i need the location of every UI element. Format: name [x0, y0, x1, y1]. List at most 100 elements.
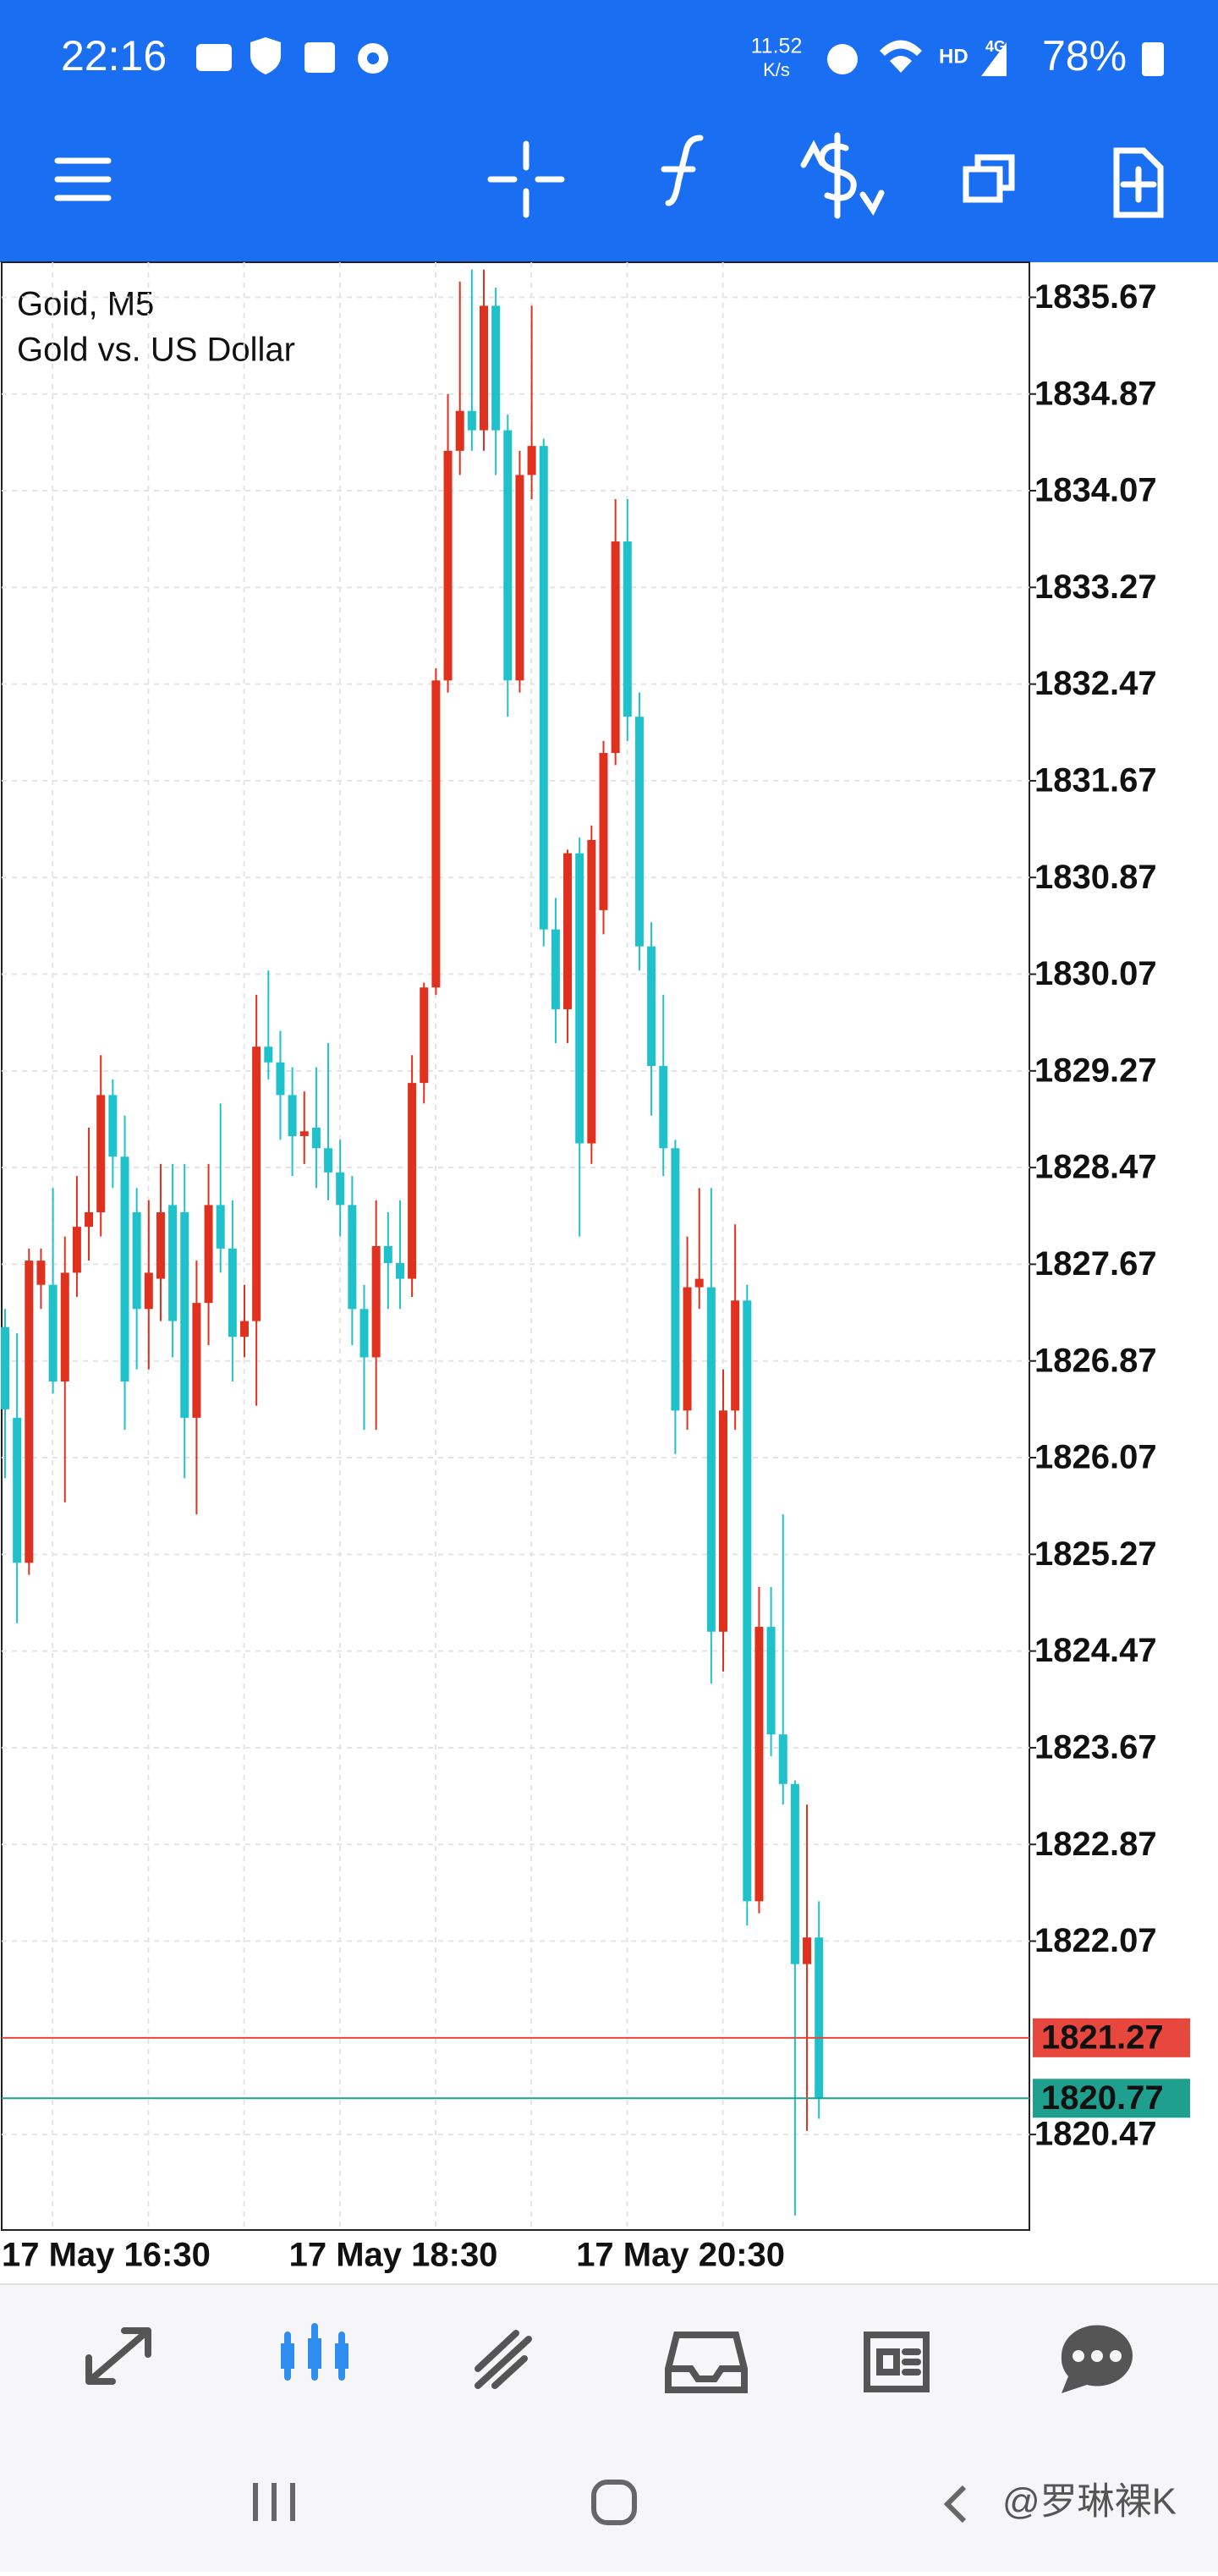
y-tick-label: 1829.27	[1034, 1052, 1157, 1089]
trade-tab[interactable]	[475, 2330, 532, 2389]
price-label: 1820.77	[1041, 2079, 1164, 2117]
recents-button[interactable]	[253, 2483, 295, 2521]
y-tick-label: 1820.47	[1034, 2116, 1157, 2153]
candle-body	[778, 1734, 787, 1784]
x-tick-label: 17 May 16:30	[2, 2237, 211, 2274]
y-tick-label: 1822.87	[1034, 1826, 1157, 1863]
candle-body	[144, 1272, 153, 1310]
price-badge	[1033, 2018, 1190, 2057]
candle-body	[683, 1287, 692, 1411]
candle-body	[815, 1937, 824, 2099]
candle-body	[252, 1046, 261, 1321]
candle-body	[264, 1046, 273, 1063]
candle-body	[491, 305, 501, 431]
candle-body	[694, 1278, 704, 1288]
chart: Gold, M5 Gold vs. US Dollar 17 May 16:30 17…	[1, 261, 1190, 2274]
candle-body	[48, 1284, 58, 1382]
menu-button[interactable]	[54, 157, 112, 201]
candle-body	[719, 1410, 727, 1632]
candle-body	[647, 946, 656, 1067]
candle-body	[395, 1263, 404, 1279]
candle-body	[371, 1246, 381, 1358]
candle-body	[587, 839, 596, 1144]
candle-body	[611, 541, 620, 754]
candle-body	[85, 1211, 94, 1228]
candle-body	[204, 1205, 213, 1304]
candle-body	[766, 1627, 776, 1735]
home-button[interactable]	[591, 2480, 637, 2525]
candle-body	[72, 1227, 81, 1273]
news-tab[interactable]	[864, 2332, 930, 2392]
price-label: 1821.27	[1041, 2019, 1164, 2056]
candle-body	[515, 475, 524, 681]
candle-body	[156, 1211, 165, 1279]
candle-body	[216, 1205, 225, 1249]
candle-body	[288, 1095, 297, 1136]
candle-body	[36, 1261, 46, 1285]
clock: 22:16	[61, 32, 167, 80]
candle-body	[120, 1156, 129, 1382]
candle-body	[299, 1131, 309, 1136]
candle-body	[754, 1627, 764, 1902]
y-tick-label: 1830.87	[1034, 859, 1157, 896]
candle-body	[1, 1326, 9, 1409]
candle-body	[599, 753, 608, 910]
y-tick-label: 1831.67	[1034, 761, 1157, 799]
y-tick-label: 1825.27	[1034, 1535, 1157, 1573]
battery: 78%	[1042, 32, 1127, 80]
candle-body	[706, 1287, 716, 1632]
y-tick-label: 1828.47	[1034, 1149, 1157, 1186]
candle-body	[743, 1300, 752, 1902]
trade-button[interactable]	[800, 132, 885, 219]
y-tick-label: 1827.67	[1034, 1245, 1157, 1283]
candle-body	[60, 1272, 69, 1382]
candle-body	[336, 1172, 345, 1206]
dot	[1073, 2350, 1084, 2362]
quotes-tab[interactable]	[85, 2327, 151, 2385]
history-tab[interactable]	[665, 2332, 748, 2393]
chart-tab-icon	[335, 2343, 348, 2369]
windows-button[interactable]	[963, 154, 1015, 203]
candle-body	[527, 446, 536, 475]
status-icons	[196, 37, 1164, 76]
candle-body	[420, 987, 429, 1084]
candle-body	[359, 1309, 369, 1358]
crosshair-button[interactable]	[487, 140, 565, 218]
chart-tab-icon	[308, 2338, 321, 2369]
candle-body	[240, 1321, 249, 1337]
candle-body	[790, 1783, 799, 1964]
dot	[1091, 2350, 1103, 2362]
candle-body	[168, 1205, 178, 1321]
candle-body	[96, 1095, 106, 1212]
icon	[250, 37, 281, 74]
y-tick-label: 1823.67	[1034, 1728, 1157, 1766]
candle-body	[731, 1300, 740, 1411]
candle-body	[803, 1937, 812, 1964]
indicators-button[interactable]	[661, 135, 704, 206]
y-tick-label: 1832.47	[1034, 665, 1157, 702]
candle-body	[671, 1148, 680, 1411]
x-tick-label: 17 May 18:30	[289, 2237, 498, 2274]
candle-body	[324, 1148, 333, 1173]
icon	[981, 42, 1007, 76]
y-tick-label: 1835.67	[1034, 278, 1157, 316]
candle-body	[575, 853, 584, 1144]
icon	[304, 42, 335, 73]
y-tick-label: 1822.07	[1034, 1922, 1157, 1959]
candle-body	[539, 446, 548, 930]
x-tick-label: 17 May 20:30	[576, 2237, 785, 2274]
icon	[880, 40, 922, 73]
candle-body	[431, 680, 441, 988]
net-speed-unit: K/s	[763, 59, 790, 80]
candle-body	[192, 1303, 201, 1418]
candle-body	[108, 1095, 118, 1157]
candle-body	[659, 1066, 668, 1149]
y-tick-label: 1826.07	[1034, 1439, 1157, 1476]
back-button[interactable]	[943, 2485, 967, 2524]
new-order-button[interactable]	[1113, 147, 1164, 218]
watermark: @罗琳裸K	[1002, 2481, 1177, 2523]
candle-body	[228, 1248, 237, 1337]
icon	[196, 44, 232, 71]
chart-tab-icon	[281, 2343, 294, 2369]
